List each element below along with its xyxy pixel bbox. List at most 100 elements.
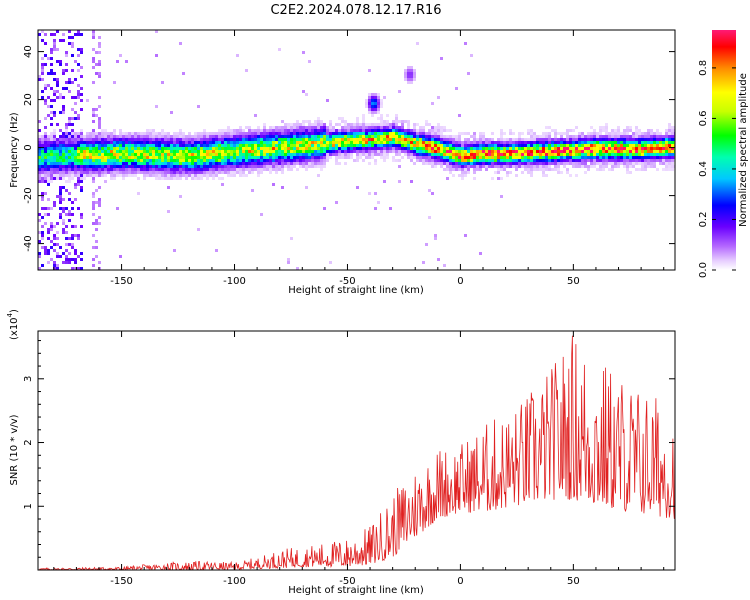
- heatmap-cell: [302, 135, 305, 138]
- heatmap-cell: [623, 138, 626, 141]
- heatmap-cell: [128, 132, 131, 135]
- heatmap-cell: [266, 141, 269, 144]
- heatmap-cell: [374, 126, 377, 129]
- heatmap-cell: [311, 156, 314, 159]
- heatmap-cell: [263, 123, 266, 126]
- heatmap-cell: [533, 165, 536, 168]
- heatmap-cell: [539, 141, 542, 144]
- heatmap-cell: [353, 147, 356, 150]
- heatmap-cell: [641, 165, 644, 168]
- heatmap-cell: [188, 159, 191, 162]
- heatmap-cell: [77, 159, 80, 162]
- heatmap-cell: [176, 174, 179, 177]
- heatmap-cell: [545, 126, 548, 129]
- heatmap-cell: [218, 150, 221, 153]
- heatmap-cell: [50, 177, 53, 180]
- heatmap-cell: [566, 171, 569, 174]
- heatmap-cell: [86, 135, 89, 138]
- heatmap-cell: [464, 162, 467, 165]
- heatmap-cell: [107, 147, 110, 150]
- heatmap-cell: [272, 150, 275, 153]
- heatmap-cell: [236, 138, 239, 141]
- heatmap-cell: [392, 138, 395, 141]
- heatmap-cell: [503, 138, 506, 141]
- heatmap-cell: [65, 174, 68, 177]
- heatmap-cell: [302, 90, 305, 93]
- heatmap-cell: [494, 159, 497, 162]
- heatmap-cell: [650, 135, 653, 138]
- heatmap-cell: [44, 150, 47, 153]
- heatmap-cell: [545, 141, 548, 144]
- heatmap-cell: [131, 159, 134, 162]
- heatmap-cell: [671, 129, 674, 132]
- heatmap-cell: [224, 156, 227, 159]
- heatmap-cell: [47, 72, 50, 75]
- heatmap-cell: [566, 138, 569, 141]
- heatmap-cell: [104, 180, 107, 183]
- heatmap-cell: [365, 135, 368, 138]
- heatmap-cell: [491, 141, 494, 144]
- snr-line-layer: [38, 335, 675, 570]
- heatmap-cell: [83, 138, 86, 141]
- heatmap-cell: [410, 159, 413, 162]
- heatmap-cell: [434, 237, 437, 240]
- heatmap-cell: [485, 168, 488, 171]
- heatmap-cell: [143, 150, 146, 153]
- heatmap-cell: [290, 147, 293, 150]
- heatmap-cell: [539, 135, 542, 138]
- heatmap-cell: [458, 147, 461, 150]
- heatmap-cell: [173, 132, 176, 135]
- heatmap-cell: [287, 132, 290, 135]
- heatmap-cell: [611, 135, 614, 138]
- heatmap-cell: [83, 159, 86, 162]
- heatmap-cell: [56, 159, 59, 162]
- heatmap-cell: [335, 159, 338, 162]
- heatmap-cell: [542, 132, 545, 135]
- heatmap-cell: [68, 171, 71, 174]
- heatmap-cell: [194, 156, 197, 159]
- heatmap-cell: [386, 126, 389, 129]
- heatmap-cell: [404, 75, 407, 78]
- heatmap-cell: [449, 159, 452, 162]
- heatmap-cell: [554, 162, 557, 165]
- heatmap-cell: [302, 150, 305, 153]
- heatmap-cell: [641, 150, 644, 153]
- spectrogram-frame: [37, 29, 676, 271]
- heatmap-cell: [92, 36, 95, 39]
- heatmap-cell: [98, 261, 101, 264]
- heatmap-cell: [557, 147, 560, 150]
- heatmap-cell: [569, 162, 572, 165]
- heatmap-cell: [383, 123, 386, 126]
- heatmap-cell: [263, 159, 266, 162]
- heatmap-cell: [56, 48, 59, 51]
- heatmap-cell: [569, 144, 572, 147]
- snr-y-tick-label: 2: [23, 439, 34, 445]
- heatmap-cell: [116, 150, 119, 153]
- heatmap-cell: [212, 162, 215, 165]
- heatmap-cell: [581, 147, 584, 150]
- heatmap-cell: [140, 153, 143, 156]
- heatmap-cell: [53, 93, 56, 96]
- heatmap-cell: [116, 153, 119, 156]
- heatmap-cell: [230, 129, 233, 132]
- heatmap-cell: [377, 129, 380, 132]
- heatmap-cell: [584, 147, 587, 150]
- heatmap-cell: [635, 153, 638, 156]
- heatmap-cell: [266, 138, 269, 141]
- heatmap-cell: [416, 42, 419, 45]
- heatmap-cell: [260, 132, 263, 135]
- heatmap-cell: [485, 147, 488, 150]
- heatmap-cell: [341, 135, 344, 138]
- heatmap-cell: [557, 138, 560, 141]
- heatmap-cell: [281, 153, 284, 156]
- heatmap-cell: [533, 168, 536, 171]
- heatmap-cell: [629, 159, 632, 162]
- heatmap-cell: [335, 132, 338, 135]
- heatmap-cell: [176, 147, 179, 150]
- heatmap-cell: [236, 165, 239, 168]
- heatmap-cell: [425, 243, 428, 246]
- heatmap-cell: [542, 168, 545, 171]
- heatmap-cell: [254, 114, 257, 117]
- heatmap-cell: [179, 129, 182, 132]
- heatmap-cell: [92, 81, 95, 84]
